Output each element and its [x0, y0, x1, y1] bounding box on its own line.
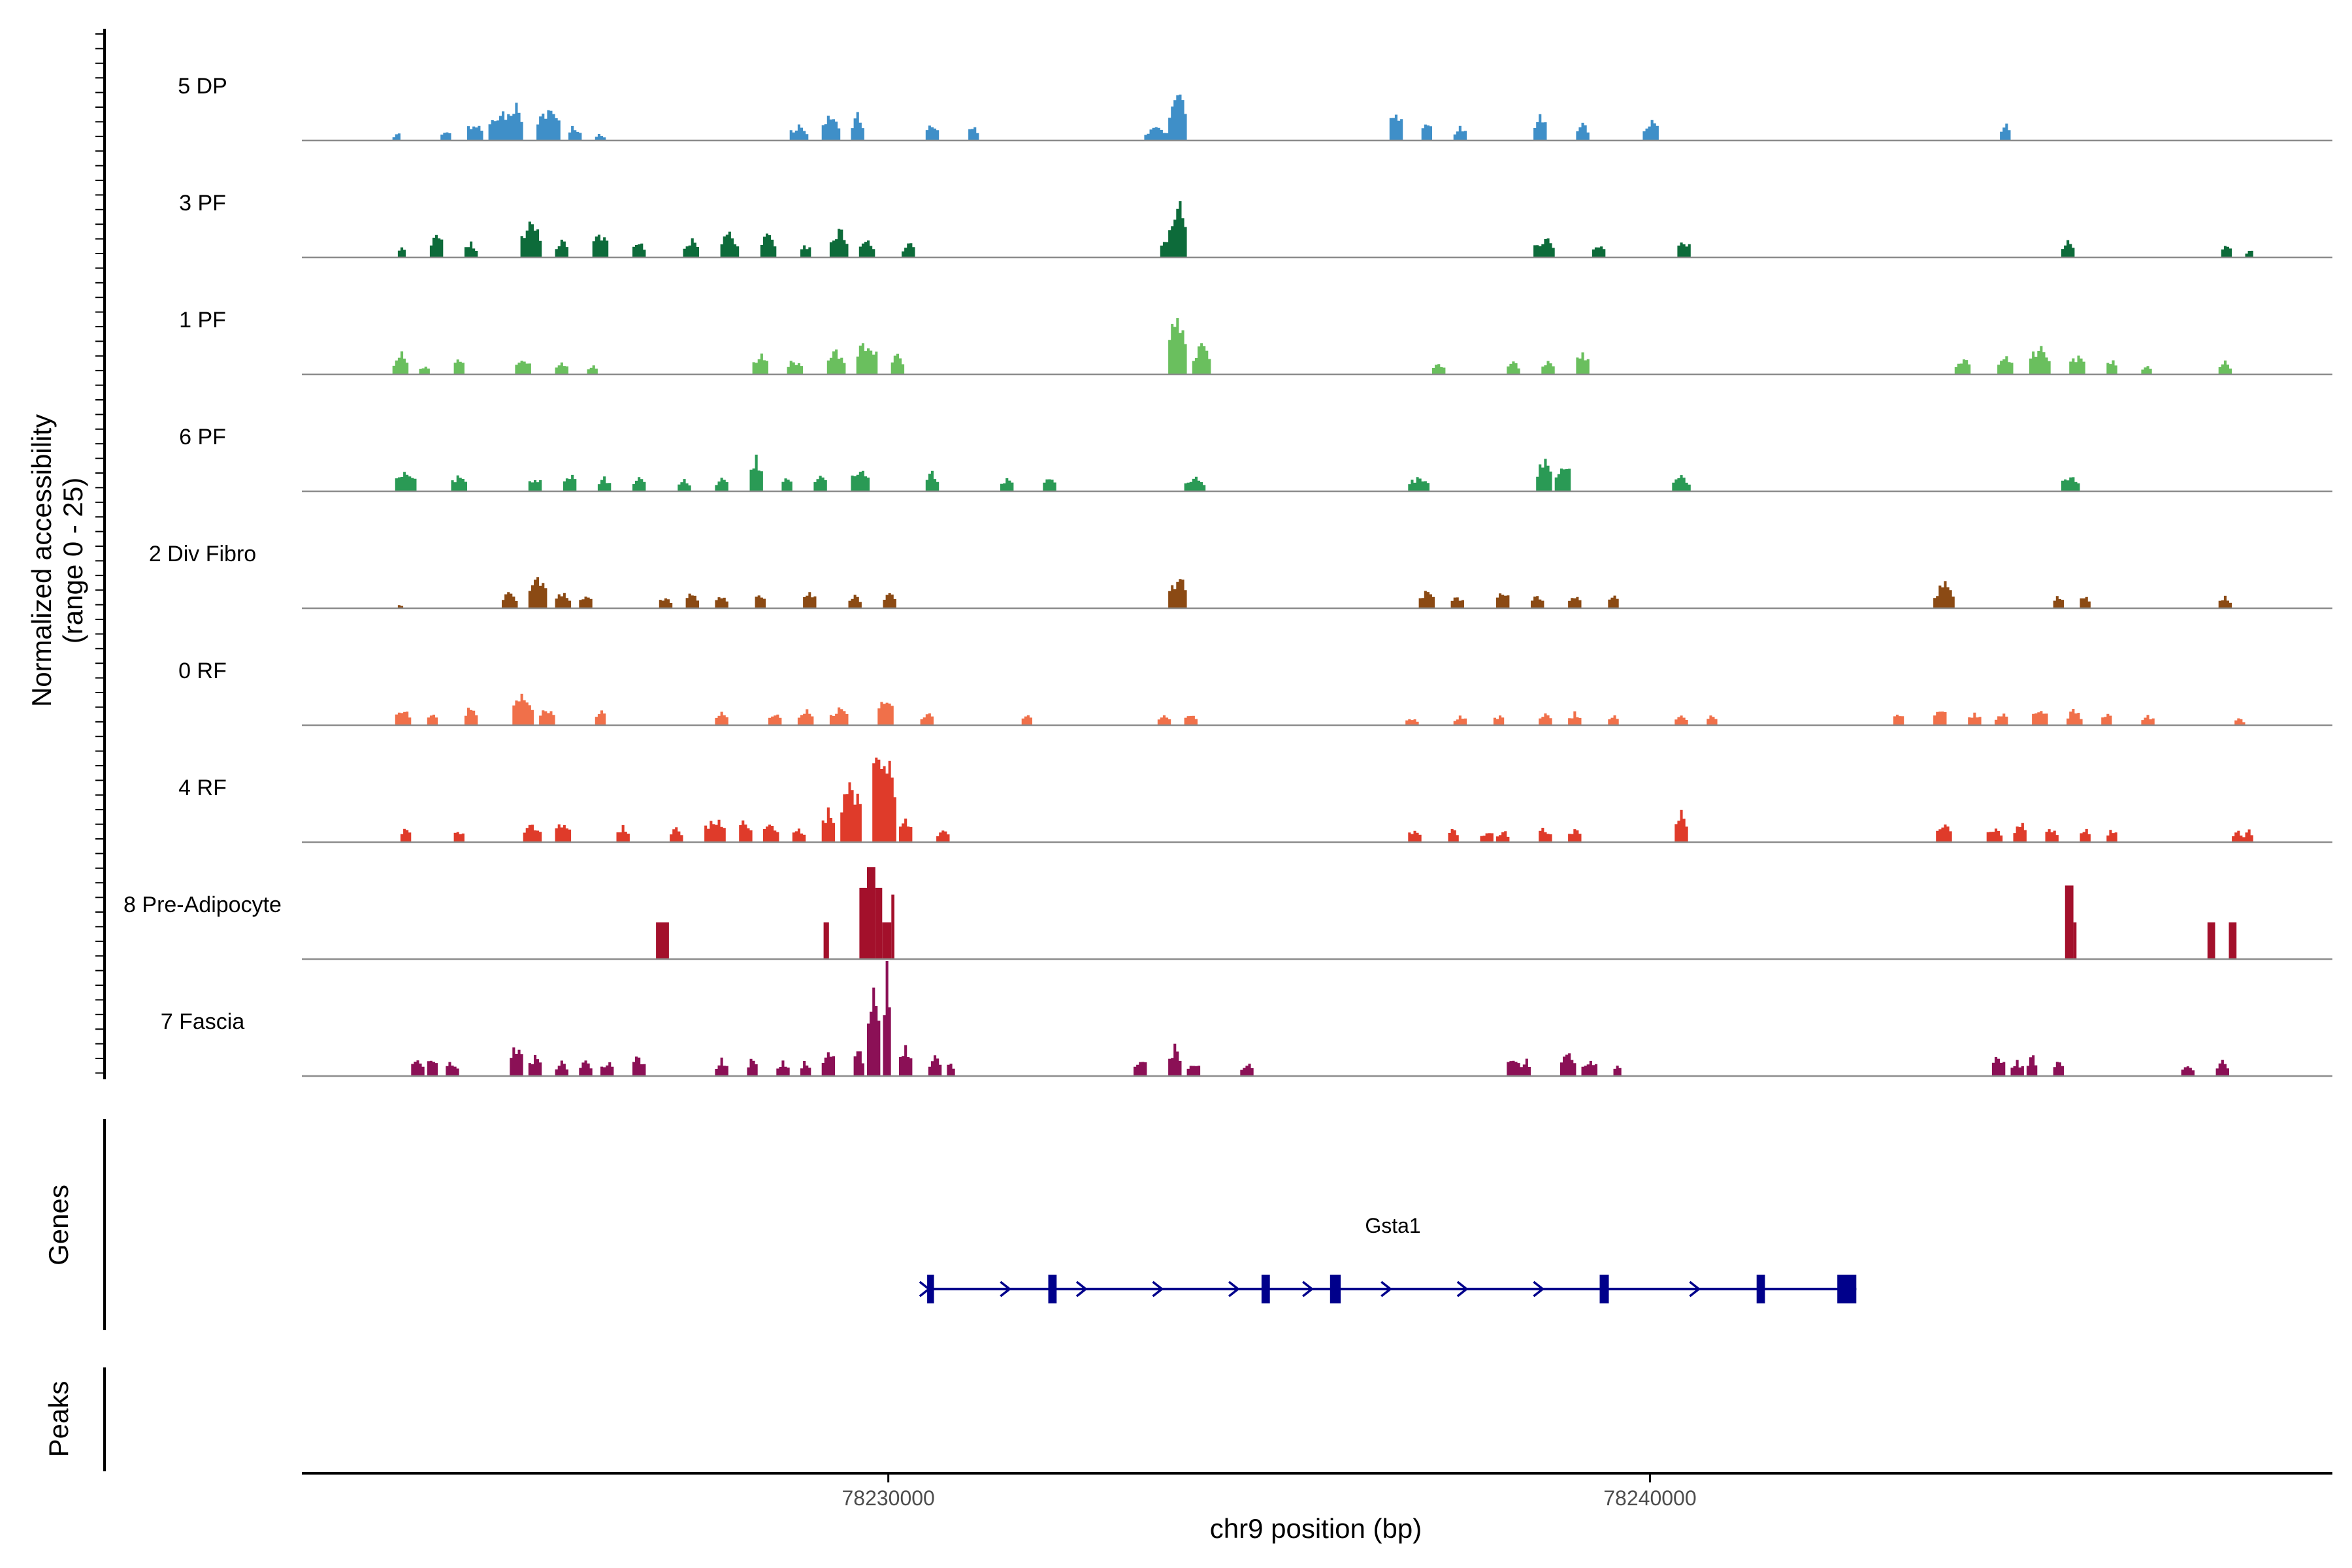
gene-exon: [927, 1275, 934, 1303]
coverage-bar: [2065, 885, 2074, 959]
x-axis-tick-label: 78240000: [1603, 1486, 1696, 1510]
track-label: 2 Div Fibro: [149, 542, 256, 566]
x-axis-title: chr9 position (bp): [1210, 1513, 1422, 1544]
track-8-pre-adipocyte: 8 Pre-Adipocyte: [123, 867, 2332, 960]
x-axis-ticks: 78230000 78240000: [841, 1473, 1697, 1510]
genes-axis-title: Genes: [43, 1184, 74, 1266]
coverage-bar: [859, 887, 868, 959]
gene-strand-arrow: [1689, 1281, 1701, 1298]
gene-exon: [1599, 1275, 1609, 1303]
gene-strand-arrow: [1456, 1281, 1469, 1298]
coverage-bar: [875, 887, 883, 959]
gene-strand-arrow: [1533, 1281, 1545, 1298]
peaks-axis-title: Peaks: [43, 1381, 74, 1458]
gene-exon: [1261, 1275, 1270, 1303]
y-axis-title-line2: (range 0 - 25): [57, 478, 88, 644]
coverage-bar: [882, 922, 892, 959]
coverage-area: [302, 201, 2334, 257]
track-label: 3 PF: [179, 191, 226, 216]
coverage-y-axis-ticks: [95, 33, 105, 1074]
track-0-rf: 0 RF: [178, 659, 2334, 727]
track-6-pf: 6 PF: [179, 425, 2334, 493]
track-label: 6 PF: [179, 425, 226, 449]
coverage-bar: [2229, 922, 2237, 959]
gene-exon: [1048, 1275, 1057, 1303]
track-label: 7 Fascia: [161, 1009, 245, 1034]
track-label: 8 Pre-Adipocyte: [123, 892, 282, 917]
track-label: 4 RF: [178, 776, 227, 800]
y-axis-title-line1: Normalized accessibility: [26, 414, 57, 707]
track-5-dp: 5 DP: [178, 74, 2334, 142]
gene-label: Gsta1: [1365, 1214, 1420, 1237]
gene-strand-arrow: [1152, 1281, 1164, 1298]
coverage-bar: [656, 922, 669, 959]
track-label: 5 DP: [178, 74, 227, 99]
gene-strand-arrow: [1075, 1281, 1088, 1298]
gene-strand-arrow: [1228, 1281, 1240, 1298]
gene-strand-arrow: [1380, 1281, 1393, 1298]
coverage-bar: [867, 867, 875, 959]
coverage-area: [302, 693, 2334, 725]
track-label: 1 PF: [179, 308, 226, 333]
coverage-bar: [891, 894, 894, 959]
x-axis-tick-label: 78230000: [841, 1486, 934, 1510]
track-4-rf: 4 RF: [178, 757, 2334, 843]
coverage-area: [302, 94, 2334, 140]
gene-exon: [1756, 1275, 1765, 1303]
coverage-area: [302, 454, 2334, 491]
coverage-area: [302, 757, 2334, 842]
track-2-div-fibro: 2 Div Fibro: [149, 542, 2334, 610]
track-1-pf: 1 PF: [179, 308, 2334, 376]
coverage-bar: [2073, 922, 2077, 959]
gene-track: Gsta1: [919, 1214, 1857, 1303]
track-label: 0 RF: [178, 659, 227, 683]
gene-exon: [1837, 1275, 1857, 1303]
track-7-fascia: 7 Fascia: [161, 961, 2334, 1077]
coverage-area: [302, 577, 2334, 608]
coverage-tracks: 5 DP 3 PF 1 PF 6 PF 2 Div Fibro 0 RF 4 RF 8 Pre…: [123, 74, 2334, 1077]
track-3-pf: 3 PF: [179, 191, 2334, 259]
gene-strand-arrow: [1302, 1281, 1315, 1298]
gene-exon: [1330, 1275, 1341, 1303]
coverage-area: [302, 961, 2334, 1076]
gene-strand-arrow: [1000, 1281, 1012, 1298]
coverage-bar: [823, 922, 829, 959]
coverage-bar: [2207, 922, 2215, 959]
coverage-area: [302, 318, 2334, 374]
